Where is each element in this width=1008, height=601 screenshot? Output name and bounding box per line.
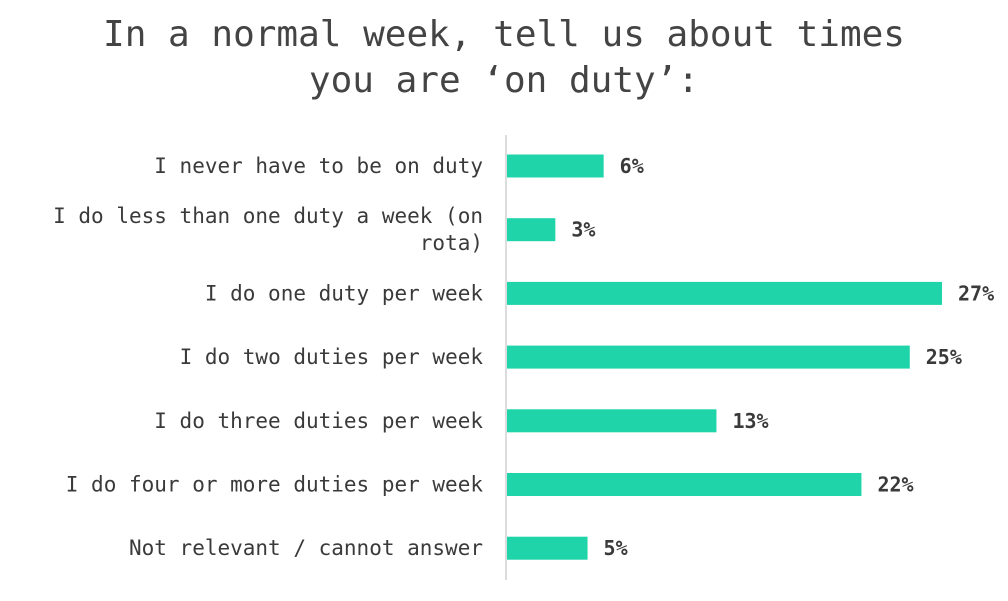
bar [507, 345, 910, 369]
category-label: I never have to be on duty [154, 154, 483, 178]
category-label: Not relevant / cannot answer [129, 536, 483, 560]
category-label: I do less than one duty a week (on [53, 204, 483, 228]
bar [507, 154, 604, 178]
bar [507, 473, 862, 496]
bars [507, 154, 942, 560]
category-label: rota) [420, 231, 483, 255]
value-label: 27% [958, 281, 994, 305]
value-label: 5% [604, 536, 628, 560]
category-label: I do four or more duties per week [66, 473, 484, 497]
bar [507, 218, 556, 242]
category-label: I do three duties per week [154, 409, 483, 433]
chart-title-line: In a normal week, tell us about times [103, 14, 905, 55]
value-label: 3% [571, 218, 595, 242]
category-labels: I never have to be on duty I do less than… [53, 154, 483, 560]
chart-title-line: you are ‘on duty’: [309, 60, 699, 101]
category-label: I do one duty per week [205, 281, 484, 305]
value-labels: 6% 3% 27% 25% 13% 22% 5% [571, 154, 994, 560]
value-label: 13% [732, 409, 768, 433]
value-label: 22% [877, 473, 913, 497]
value-label: 25% [926, 345, 962, 369]
bar [507, 281, 942, 305]
bar [507, 409, 717, 433]
bar [507, 536, 588, 560]
chart-title: In a normal week, tell us about times you… [103, 14, 905, 101]
category-label: I do two duties per week [180, 345, 484, 369]
value-label: 6% [620, 154, 644, 178]
